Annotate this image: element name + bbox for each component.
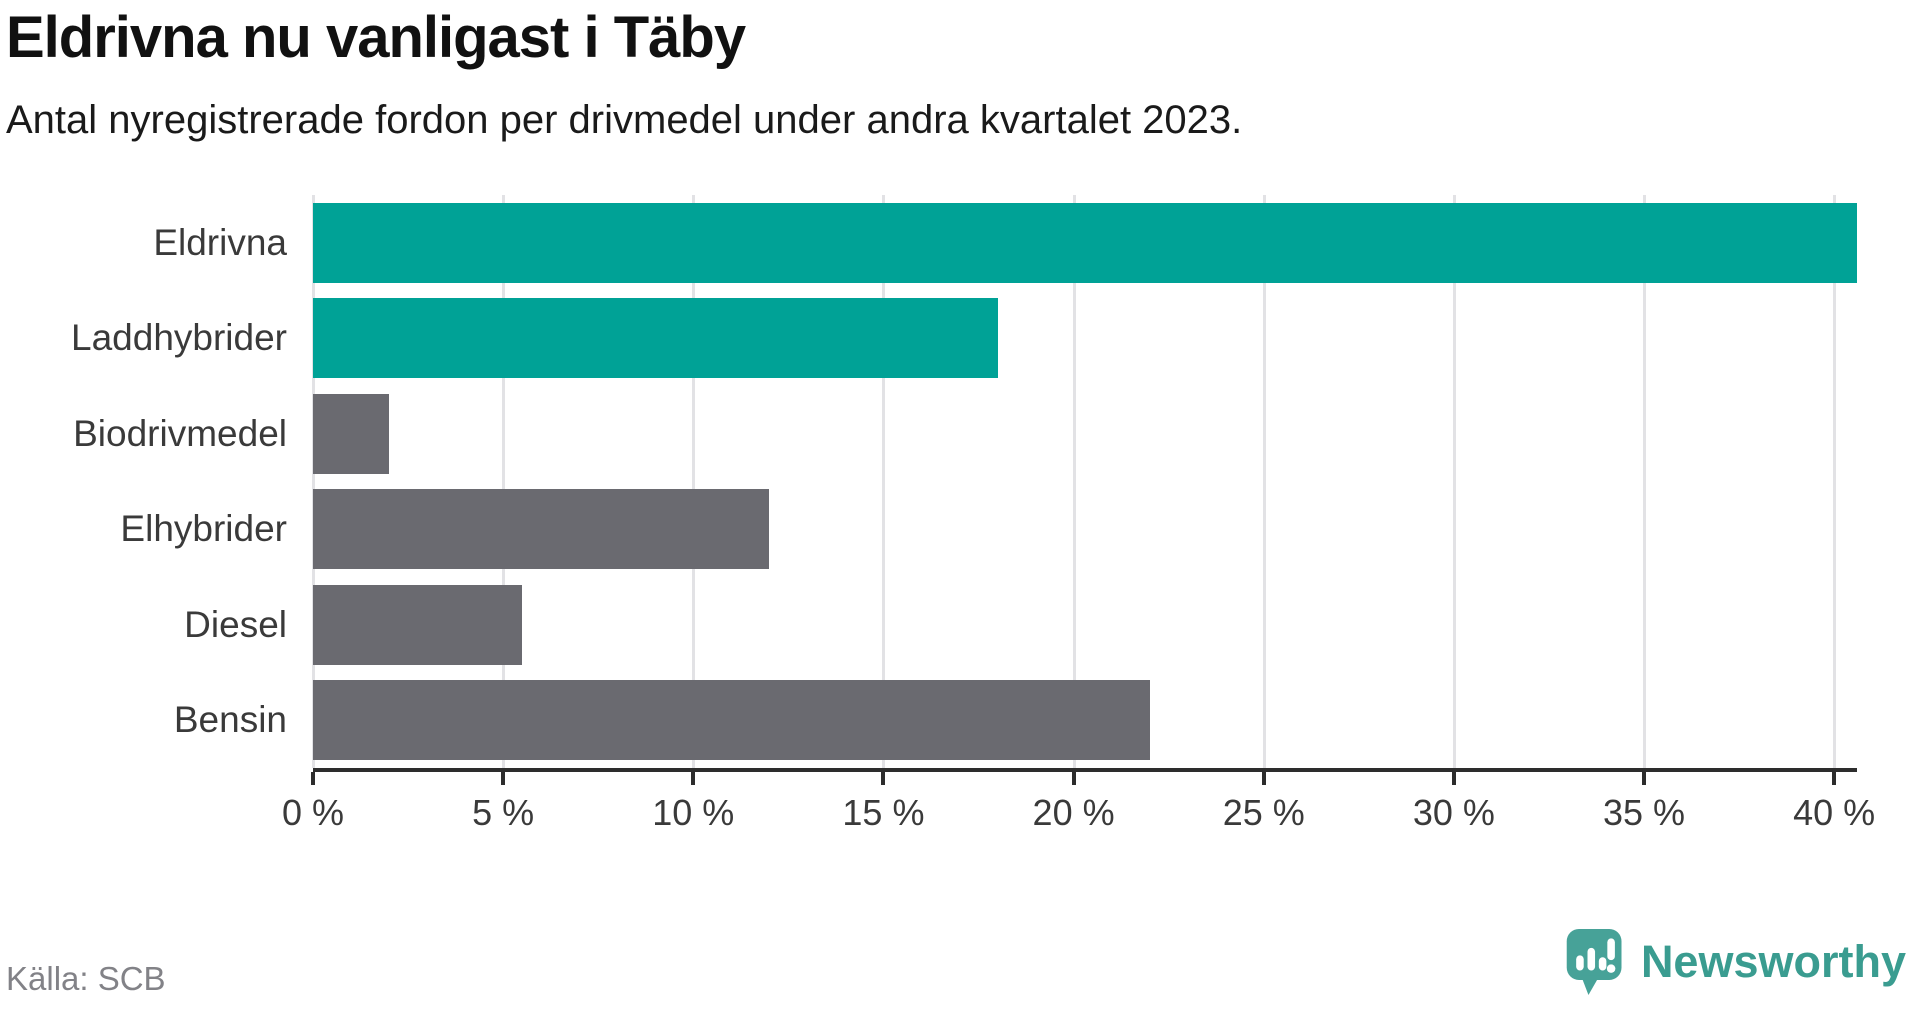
bar-chart: Eldrivna Laddhybrider Biodrivmedel Elhybrid… — [0, 195, 1920, 768]
axis-tick-5 — [501, 772, 506, 785]
axis-tick-label: 5 % — [472, 792, 535, 833]
bar-row: Bensin — [0, 673, 1920, 769]
bar-elhybrider — [313, 489, 770, 570]
category-label: Laddhybrider — [71, 317, 287, 359]
bar-track — [313, 202, 1857, 283]
axis-tick-label: 35 % — [1603, 792, 1686, 833]
gridline-35 — [1643, 195, 1647, 768]
axis-tick-0 — [311, 772, 315, 785]
gridline-20 — [1072, 195, 1076, 768]
bar-row: Laddhybrider — [0, 291, 1920, 387]
category-label: Eldrivna — [153, 221, 287, 263]
brand-footer: Newsworthy — [1565, 928, 1906, 996]
bar-row: Elhybrider — [0, 482, 1920, 578]
category-label: Bensin — [173, 699, 287, 741]
bar-row: Eldrivna — [0, 195, 1920, 291]
bar-biodrivmedel — [313, 393, 390, 474]
x-axis: 0 % 5 % 10 % 15 % 20 % 25 % 30 % 35 % 40 % — [282, 768, 1875, 833]
bar-track — [313, 489, 1857, 570]
axis-tick-25 — [1261, 772, 1266, 785]
bar-track — [313, 584, 1857, 665]
gridline-15 — [882, 195, 886, 768]
bar-eldrivna — [313, 202, 1857, 283]
axis-tick-35 — [1642, 772, 1647, 785]
axis-tick-label: 15 % — [842, 792, 925, 833]
axis-tick-label: 40 % — [1793, 792, 1876, 833]
brand-name: Newsworthy — [1640, 936, 1906, 987]
gridline-0 — [312, 195, 315, 768]
gridlines — [312, 195, 1857, 768]
source-note: Källa: SCB — [6, 960, 166, 997]
axis-tick-label: 25 % — [1222, 792, 1305, 833]
gridline-5 — [502, 195, 506, 768]
axis-tick-40 — [1832, 772, 1837, 785]
axis-tick-label: 20 % — [1032, 792, 1115, 833]
bar-laddhybrider — [313, 298, 998, 379]
bar-row: Diesel — [0, 577, 1920, 673]
chart-subtitle: Antal nyregistrerade fordon per drivmede… — [6, 98, 1243, 142]
bar-bensin — [313, 680, 1150, 761]
chart-title: Eldrivna nu vanligast i Täby — [6, 5, 746, 70]
axis-tick-label: 30 % — [1412, 792, 1495, 833]
bar-track — [313, 393, 1857, 474]
axis-tick-10 — [691, 772, 696, 785]
category-label: Biodrivmedel — [73, 412, 287, 454]
gridline-25 — [1262, 195, 1266, 768]
axis-tick-20 — [1071, 772, 1076, 785]
bar-track — [313, 680, 1857, 761]
axis-tick-label: 0 % — [281, 792, 345, 833]
bar-row: Biodrivmedel — [0, 386, 1920, 482]
bar-rows: Eldrivna Laddhybrider Biodrivmedel Elhybrid… — [0, 195, 1920, 768]
axis-tick-30 — [1451, 772, 1456, 785]
category-label: Elhybrider — [120, 508, 287, 550]
gridline-40 — [1833, 195, 1837, 768]
axis-tick-label: 10 % — [652, 792, 735, 833]
newsworthy-logo-icon — [1566, 928, 1622, 996]
axis-tick-15 — [881, 772, 886, 785]
gridline-30 — [1452, 195, 1456, 768]
category-label: Diesel — [184, 603, 287, 645]
bar-diesel — [313, 584, 523, 665]
gridline-10 — [692, 195, 696, 768]
bar-track — [313, 298, 1857, 379]
